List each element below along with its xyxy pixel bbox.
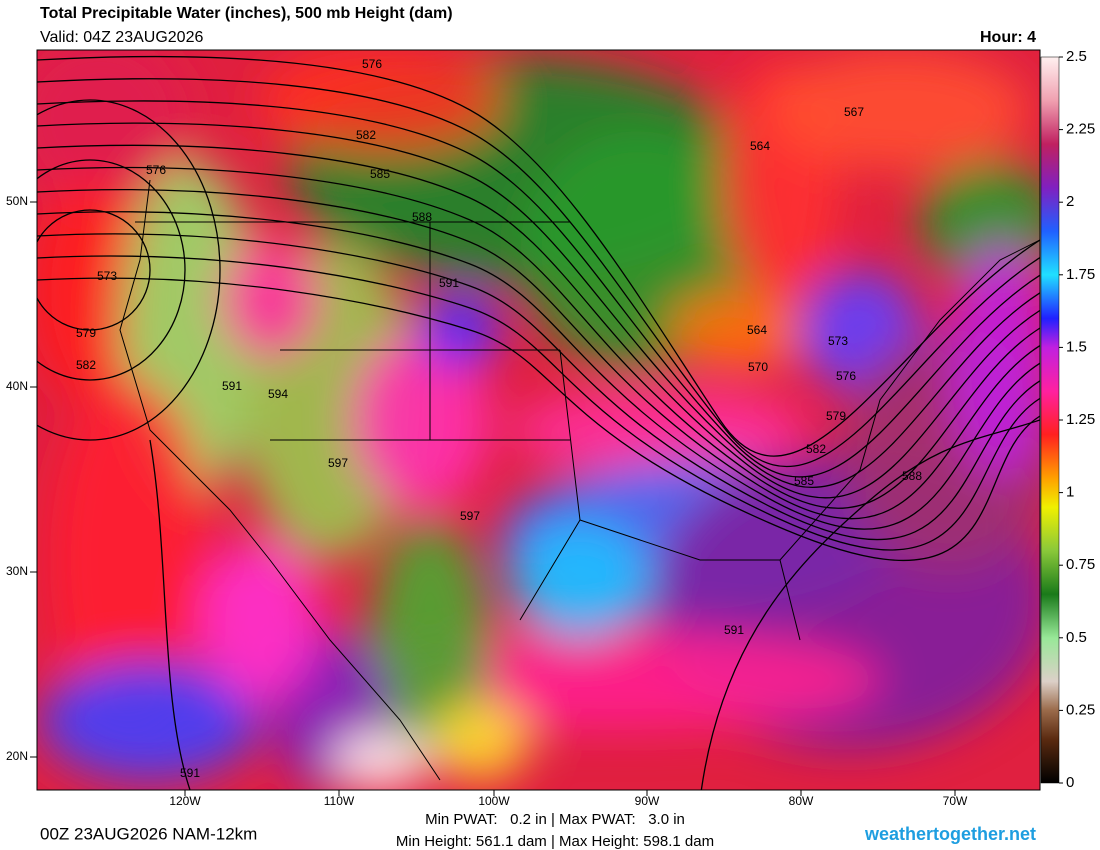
contour-label: 570	[748, 360, 768, 374]
model-run: 00Z 23AUG2026 NAM-12km	[40, 824, 257, 843]
lon-label: 70W	[943, 794, 968, 808]
contour-line	[149, 439, 191, 790]
lon-label: 80W	[789, 794, 814, 808]
lon-label: 90W	[635, 794, 660, 808]
colorbar-tick-label: 1	[1066, 484, 1074, 501]
contour-label: 564	[747, 323, 767, 337]
contour-label: 582	[356, 128, 376, 142]
colorbar-tick-label: 0.5	[1066, 629, 1087, 646]
colorbar-tick-label: 1.5	[1066, 338, 1087, 355]
map-frame	[36, 49, 1041, 791]
contour-line	[37, 159, 186, 381]
contour-line	[37, 189, 1040, 520]
contour-label: 582	[76, 358, 96, 372]
contour-line	[37, 55, 1040, 457]
colorbar	[1040, 56, 1060, 784]
colorbar-tick-label: 1.25	[1066, 411, 1095, 428]
pwat-region	[37, 50, 190, 210]
contour-label: 576	[362, 57, 382, 71]
west-coast	[119, 179, 441, 781]
contour-label: 585	[794, 474, 814, 488]
contour-label: 582	[806, 442, 826, 456]
lon-label: 120W	[169, 794, 201, 808]
site-credit: weathertogether.net	[864, 824, 1036, 844]
contour-label: 576	[836, 369, 856, 383]
forecast-hour: Hour: 4	[980, 29, 1036, 46]
contour-label: 579	[826, 409, 846, 423]
valid-time: Valid: 04Z 23AUG2026	[40, 29, 203, 46]
pwat-region	[430, 700, 530, 780]
contour-label: 567	[844, 105, 864, 119]
height-contours	[37, 55, 1040, 790]
height-range: Min Height: 561.1 dam | Max Height: 598.…	[396, 833, 714, 850]
contour-label: 591	[724, 623, 744, 637]
pwat-region	[200, 540, 320, 700]
colorbar-tick-label: 2.25	[1066, 121, 1095, 138]
contour-label: 585	[370, 167, 390, 181]
pwat-region	[350, 330, 490, 510]
colorbar-tick-label: 1.75	[1066, 266, 1095, 283]
lon-label: 110W	[324, 794, 355, 808]
contour-label: 591	[180, 766, 200, 780]
pwat-region	[670, 290, 810, 370]
contour-line	[37, 255, 1040, 551]
contour-line	[700, 419, 1040, 790]
contour-line	[37, 209, 151, 331]
contour-line	[37, 166, 1040, 509]
colorbar-tick-label: 0	[1066, 774, 1074, 791]
pwat-region	[770, 50, 1030, 170]
contour-label: 591	[439, 276, 459, 290]
contour-line	[37, 78, 1040, 468]
pwat-region	[950, 240, 1040, 480]
pwat-region	[220, 240, 320, 360]
pwat-region	[510, 390, 810, 470]
contour-line	[37, 277, 1040, 562]
lat-label: 30N	[6, 564, 28, 578]
pwat-region	[50, 380, 210, 740]
colorbar-tick-label: 0.75	[1066, 556, 1095, 573]
contour-line	[37, 144, 1040, 499]
contour-label: 597	[460, 509, 480, 523]
lat-label: 50N	[6, 194, 28, 208]
contour-label: 597	[328, 456, 348, 470]
contour-label: 564	[750, 139, 770, 153]
lat-label: 20N	[6, 749, 28, 763]
pwat-region	[420, 290, 500, 370]
contour-line	[37, 99, 221, 441]
pwat-region	[40, 660, 260, 780]
pwat-region	[330, 730, 430, 790]
contour-label: 591	[222, 379, 242, 393]
title: Total Precipitable Water (inches), 500 m…	[40, 5, 453, 22]
contour-label: 576	[146, 163, 166, 177]
colorbar-tick-label: 2	[1066, 193, 1074, 210]
contour-label: 579	[76, 326, 96, 340]
east-coast	[779, 239, 1040, 561]
borders	[119, 179, 1040, 781]
contour-label: 573	[828, 334, 848, 348]
colorbar-tick-label: 2.5	[1066, 48, 1087, 65]
contour-label: 594	[268, 387, 288, 401]
contour-label: 588	[412, 210, 432, 224]
lat-label: 40N	[6, 379, 28, 393]
contour-line	[37, 100, 1040, 478]
contour-label: 588	[902, 469, 922, 483]
pwat-region	[510, 520, 650, 640]
contour-label: 573	[97, 269, 117, 283]
contour-line	[37, 233, 1040, 541]
pwat-region	[370, 520, 490, 760]
lon-label: 100W	[478, 794, 510, 808]
colorbar-tick-label: 0.25	[1066, 701, 1095, 718]
contour-line	[37, 122, 1040, 489]
state-borders	[135, 221, 801, 641]
pwat-range: Min PWAT: 0.2 in | Max PWAT: 3.0 in	[425, 811, 685, 828]
